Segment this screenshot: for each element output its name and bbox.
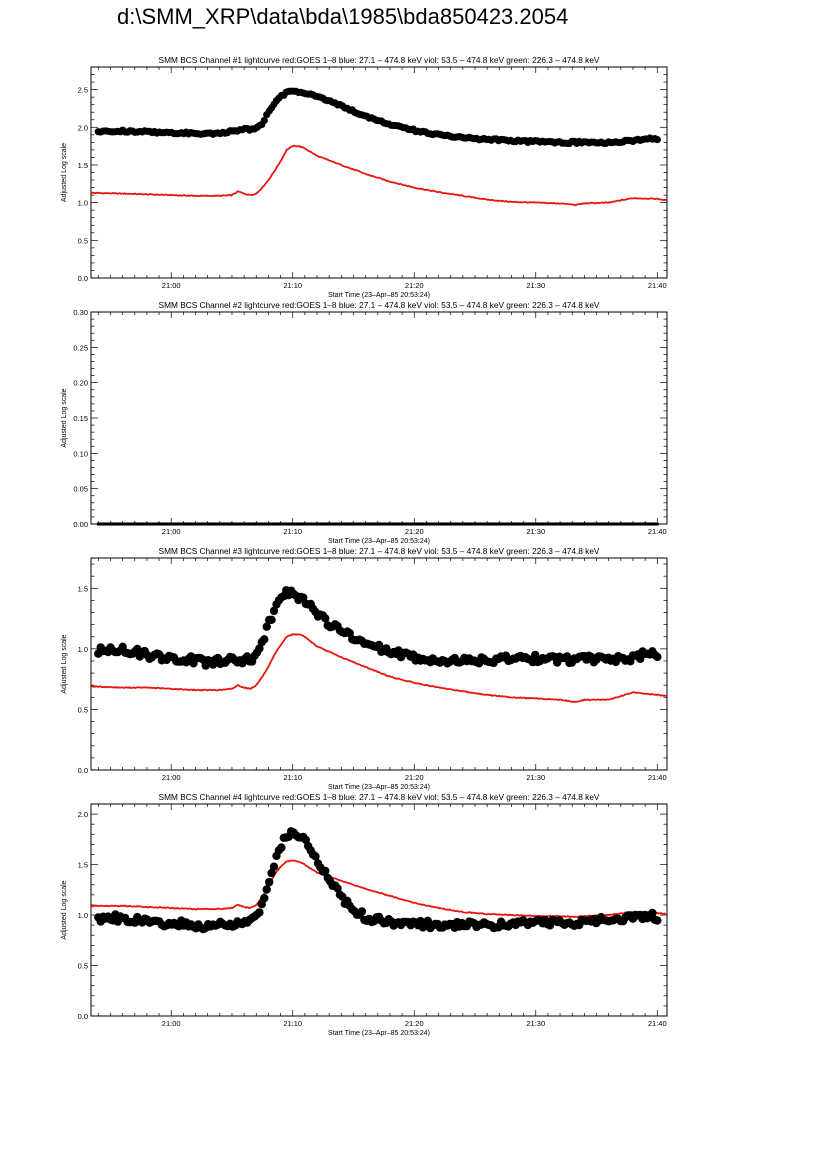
y-axis-label: Adjusted Log scale bbox=[61, 880, 68, 939]
y-tick-label: 1.5 bbox=[78, 161, 88, 170]
plot-frame bbox=[90, 557, 668, 771]
x-tick-label: 21:00 bbox=[162, 1019, 181, 1028]
bcs-data-point bbox=[255, 644, 264, 653]
chart-title: SMM BCS Channel #2 lightcurve red:GOES 1… bbox=[159, 300, 600, 310]
x-tick-label: 21:30 bbox=[526, 527, 545, 536]
x-tick-label: 21:30 bbox=[526, 281, 545, 290]
y-tick-label: 1.5 bbox=[78, 584, 88, 593]
x-tick-label: 21:10 bbox=[283, 527, 302, 536]
x-tick-label: 21:10 bbox=[283, 281, 302, 290]
bcs-series bbox=[94, 87, 661, 147]
y-tick-label: 0.0 bbox=[78, 1012, 88, 1021]
bcs-data-point bbox=[653, 136, 661, 144]
x-axis-label: Start Time (23–Apr–85 20:53:24) bbox=[328, 1030, 430, 1037]
bcs-data-point bbox=[321, 614, 330, 623]
x-tick-label: 21:20 bbox=[405, 281, 424, 290]
x-tick-label: 21:30 bbox=[526, 773, 545, 782]
chart-panel-4: SMM BCS Channel #4 lightcurve red:GOES 1… bbox=[61, 792, 668, 1037]
y-tick-label: 0.25 bbox=[73, 343, 88, 352]
y-tick-label: 1.5 bbox=[78, 861, 88, 870]
y-tick-label: 0.30 bbox=[73, 308, 88, 317]
plot-frame bbox=[90, 66, 668, 279]
bcs-data-point bbox=[260, 116, 268, 124]
chart-panel-3: SMM BCS Channel #3 lightcurve red:GOES 1… bbox=[61, 546, 668, 791]
x-axis-label: Start Time (23–Apr–85 20:53:24) bbox=[328, 538, 430, 545]
y-tick-label: 0.15 bbox=[73, 414, 88, 423]
y-axis-label: Adjusted Log scale bbox=[61, 634, 68, 693]
bcs-data-point bbox=[333, 884, 342, 893]
chart-title: SMM BCS Channel #4 lightcurve red:GOES 1… bbox=[159, 792, 600, 802]
goes-series-line bbox=[90, 144, 668, 207]
y-tick-label: 0.00 bbox=[73, 520, 88, 529]
x-tick-label: 21:30 bbox=[526, 1019, 545, 1028]
bcs-data-point bbox=[255, 908, 264, 917]
x-tick-label: 21:40 bbox=[648, 773, 667, 782]
bcs-series bbox=[96, 522, 659, 526]
bcs-data-point bbox=[648, 908, 657, 918]
bcs-data-point bbox=[531, 650, 540, 660]
bcs-series bbox=[94, 827, 662, 934]
bcs-series bbox=[94, 586, 662, 670]
y-tick-label: 0.5 bbox=[78, 705, 88, 714]
bcs-data-point bbox=[267, 615, 276, 624]
goes-series-line bbox=[90, 633, 668, 703]
plot-frame bbox=[90, 803, 668, 1017]
bcs-data-point bbox=[277, 843, 286, 852]
bcs-data-point bbox=[311, 852, 320, 861]
bcs-data-point bbox=[269, 862, 279, 871]
y-tick-label: 0.10 bbox=[73, 449, 88, 458]
chart-panel-1: SMM BCS Channel #1 lightcurve red:GOES 1… bbox=[61, 55, 668, 299]
y-tick-label: 0.5 bbox=[78, 962, 88, 971]
y-tick-label: 0.0 bbox=[78, 766, 88, 775]
bcs-data-point bbox=[357, 907, 367, 916]
plot-frame bbox=[90, 311, 668, 525]
bcs-data-point bbox=[265, 877, 274, 887]
y-tick-label: 2.0 bbox=[78, 123, 88, 132]
x-tick-label: 21:20 bbox=[405, 527, 424, 536]
x-tick-label: 21:00 bbox=[162, 773, 181, 782]
x-axis-label: Start Time (23–Apr–85 20:53:24) bbox=[328, 784, 430, 791]
y-tick-label: 0.05 bbox=[73, 485, 88, 494]
bcs-data-point bbox=[655, 522, 659, 526]
y-tick-label: 0.5 bbox=[78, 236, 88, 245]
bcs-data-point bbox=[374, 640, 384, 650]
y-tick-label: 2.5 bbox=[78, 86, 88, 95]
page-title: d:\SMM_XRP\data\bda\1985\bda850423.2054 bbox=[117, 4, 569, 29]
y-tick-label: 0.20 bbox=[73, 379, 88, 388]
goes-series-line bbox=[90, 859, 668, 919]
bcs-data-point bbox=[260, 635, 269, 644]
chart-panel-2: SMM BCS Channel #2 lightcurve red:GOES 1… bbox=[61, 300, 668, 545]
x-tick-label: 21:00 bbox=[162, 527, 181, 536]
bcs-data-point bbox=[262, 885, 271, 894]
bcs-data-point bbox=[653, 652, 662, 662]
x-tick-label: 21:40 bbox=[648, 1019, 667, 1028]
x-tick-label: 21:40 bbox=[648, 527, 667, 536]
x-axis-label: Start Time (23–Apr–85 20:53:24) bbox=[328, 292, 430, 299]
x-tick-label: 21:20 bbox=[405, 1019, 424, 1028]
y-tick-label: 0.0 bbox=[78, 274, 88, 283]
bcs-data-point bbox=[267, 868, 276, 878]
x-tick-label: 21:20 bbox=[405, 773, 424, 782]
y-tick-label: 2.0 bbox=[78, 810, 88, 819]
y-tick-label: 1.0 bbox=[78, 645, 88, 654]
bcs-data-point bbox=[321, 866, 330, 876]
y-tick-label: 1.0 bbox=[78, 199, 88, 208]
bcs-data-point bbox=[269, 606, 279, 616]
bcs-data-point bbox=[653, 916, 662, 925]
chart-title: SMM BCS Channel #3 lightcurve red:GOES 1… bbox=[159, 546, 600, 556]
x-tick-label: 21:10 bbox=[283, 773, 302, 782]
x-tick-label: 21:00 bbox=[162, 281, 181, 290]
x-tick-label: 21:40 bbox=[648, 281, 667, 290]
y-tick-label: 1.0 bbox=[78, 911, 88, 920]
bcs-data-point bbox=[260, 893, 269, 903]
y-axis-label: Adjusted Log scale bbox=[61, 143, 68, 202]
chart-title: SMM BCS Channel #1 lightcurve red:GOES 1… bbox=[159, 55, 600, 65]
x-tick-label: 21:10 bbox=[283, 1019, 302, 1028]
bcs-data-point bbox=[262, 622, 271, 631]
y-axis-label: Adjusted Log scale bbox=[61, 388, 68, 447]
bcs-data-point bbox=[562, 652, 572, 661]
